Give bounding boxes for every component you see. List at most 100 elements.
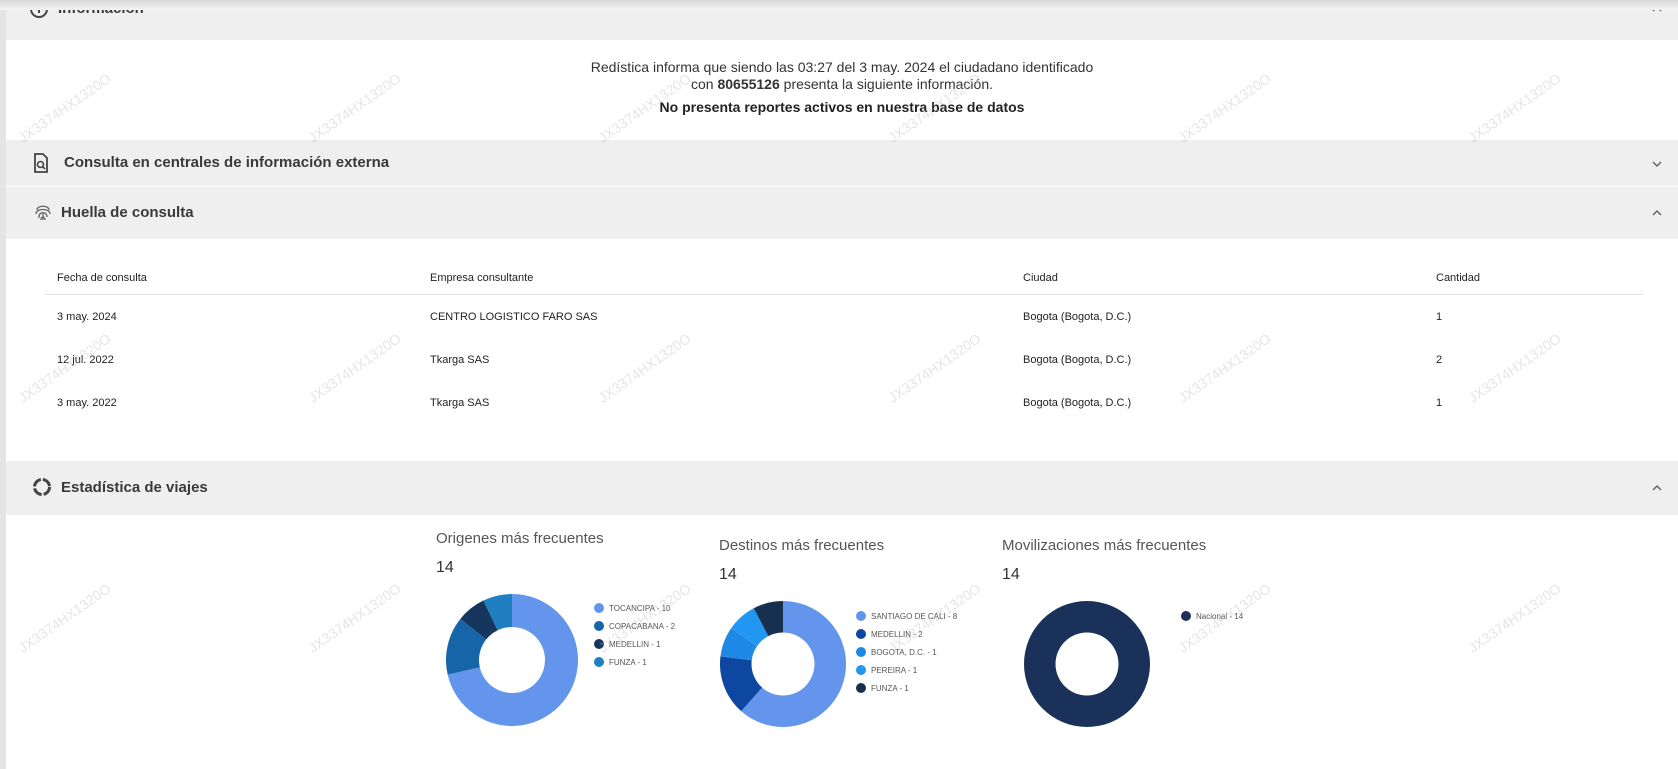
section-header-consulta-externa[interactable]: Consulta en centrales de información ext… [6, 140, 1678, 186]
cell-cantidad: 1 [1436, 396, 1443, 409]
column-header-ciudad: Ciudad [1010, 262, 1423, 295]
legend-swatch [1181, 611, 1191, 621]
cell-empresa: Tkarga SAS [430, 396, 490, 409]
chevron-up-icon[interactable] [1650, 481, 1664, 495]
legend-item[interactable]: COPACABANA - 2 [594, 617, 675, 635]
legend-swatch [594, 639, 604, 649]
legend-item[interactable]: MEDELLIN - 2 [856, 625, 957, 643]
legend-item[interactable]: PEREIRA - 1 [856, 661, 957, 679]
pie-slice [720, 656, 763, 712]
info-line-2-suffix: presenta la siguiente información. [779, 76, 993, 92]
legend-label: FUNZA - 1 [609, 657, 647, 667]
legend-label: MEDELLIN - 1 [609, 639, 661, 649]
chart-origenes: Origenes más frecuentes 14 [436, 530, 604, 577]
legend-label: SANTIAGO DE CALI - 8 [871, 611, 958, 621]
cell-ciudad: Bogota (Bogota, D.C.) [1023, 310, 1132, 323]
table-row: 3 may. 2022 Tkarga SAS Bogota (Bogota, D… [44, 381, 1644, 424]
section-title-huella: Huella de consulta [61, 204, 194, 221]
info-line-2: con 80655126 presenta la siguiente infor… [6, 75, 1678, 93]
chevron-up-icon[interactable] [1650, 206, 1664, 220]
chart-legend: SANTIAGO DE CALI - 8 MEDELLIN - 2 BOGOTA, … [856, 607, 957, 697]
legend-item[interactable]: FUNZA - 1 [594, 653, 675, 671]
cell-fecha: 3 may. 2024 [57, 310, 117, 323]
left-rail [0, 0, 6, 769]
legend-item[interactable]: Nacional - 14 [1181, 607, 1243, 625]
watermark-text: JX3374HX1320O [1465, 580, 1564, 656]
table-header-row: Fecha de consulta Empresa consultante Ci… [44, 262, 1644, 295]
legend-label: Nacional - 14 [1196, 611, 1244, 621]
legend-swatch [856, 665, 866, 675]
legend-item[interactable]: FUNZA - 1 [856, 679, 957, 697]
chart-total: 14 [719, 566, 737, 583]
info-line-1: Redística informa que siendo las 03:27 d… [590, 59, 1094, 75]
pie-slice [446, 618, 487, 675]
legend-label: BOGOTA, D.C. - 1 [871, 647, 937, 657]
cell-fecha: 3 may. 2022 [57, 396, 117, 409]
legend-item[interactable]: BOGOTA, D.C. - 1 [856, 643, 957, 661]
legend-swatch [594, 621, 604, 631]
info-line-2-prefix: con [691, 76, 718, 92]
legend-swatch [856, 629, 866, 639]
column-header-fecha: Fecha de consulta [44, 262, 417, 295]
legend-item[interactable]: TOCANCIPA - 10 [594, 599, 675, 617]
chart-title: Destinos más frecuentes [719, 537, 885, 554]
watermark-text: JX3374HX1320O [305, 580, 404, 656]
cell-empresa: CENTRO LOGISTICO FARO SAS [430, 310, 598, 323]
pie-slice [460, 600, 498, 640]
chart-movilizaciones: Movilizaciones más frecuentes 14 [1002, 537, 1206, 584]
donut-chart-movilizaciones [1024, 601, 1150, 727]
info-body: Redística informa que siendo las 03:27 d… [6, 40, 1678, 140]
cell-cantidad: 1 [1436, 310, 1443, 323]
chevron-down-icon[interactable] [1650, 157, 1664, 171]
legend-label: COPACABANA - 2 [609, 621, 676, 631]
report-status: No presenta reportes activos en nuestra … [659, 99, 1025, 115]
chart-destinos: Destinos más frecuentes 14 [719, 537, 884, 584]
chart-legend: Nacional - 14 [1181, 607, 1243, 625]
section-title-consulta-externa: Consulta en centrales de información ext… [64, 154, 390, 171]
section-header-estadistica[interactable]: Estadística de viajes [6, 461, 1678, 515]
legend-swatch [856, 683, 866, 693]
legend-swatch [594, 657, 604, 667]
column-header-empresa: Empresa consultante [417, 262, 1010, 295]
cell-ciudad: Bogota (Bogota, D.C.) [1023, 396, 1132, 409]
table-row: 3 may. 2024 CENTRO LOGISTICO FARO SAS Bo… [44, 295, 1644, 339]
watermark-text: JX3374HX1320O [15, 580, 114, 656]
cell-ciudad: Bogota (Bogota, D.C.) [1023, 353, 1132, 366]
legend-label: FUNZA - 1 [871, 683, 909, 693]
huella-table: Fecha de consulta Empresa consultante Ci… [44, 262, 1644, 424]
donut-chart-destinos [720, 601, 846, 727]
pie-slice [731, 608, 769, 647]
id-number: 80655126 [717, 76, 780, 92]
pie-slice [720, 628, 758, 661]
legend-swatch [594, 603, 604, 613]
legend-item[interactable]: MEDELLIN - 1 [594, 635, 675, 653]
fingerprint-icon [35, 205, 51, 221]
legend-item[interactable]: SANTIAGO DE CALI - 8 [856, 607, 957, 625]
top-shadow [0, 0, 1678, 10]
column-header-cantidad: Cantidad [1423, 262, 1644, 295]
pie-slice [483, 594, 512, 631]
chart-title: Movilizaciones más frecuentes [1002, 537, 1207, 554]
table-row: 12 jul. 2022 Tkarga SAS Bogota (Bogota, … [44, 338, 1644, 381]
legend-swatch [856, 611, 866, 621]
document-search-icon [34, 153, 48, 173]
legend-label: PEREIRA - 1 [871, 665, 918, 675]
legend-label: MEDELLIN - 2 [871, 629, 923, 639]
chart-title: Origenes más frecuentes [436, 530, 604, 547]
pie-slice [1024, 601, 1150, 727]
chart-legend: TOCANCIPA - 10 COPACABANA - 2 MEDELLIN - 1… [594, 599, 675, 671]
pie-slice [447, 594, 578, 726]
chart-total: 14 [1002, 566, 1020, 583]
section-header-huella[interactable]: Huella de consulta [6, 187, 1678, 239]
donut-chart-origenes [446, 594, 578, 726]
pie-slice [741, 601, 846, 727]
donut-chart-icon [33, 478, 51, 496]
chart-total: 14 [436, 559, 454, 576]
cell-fecha: 12 jul. 2022 [57, 353, 114, 366]
cell-empresa: Tkarga SAS [430, 353, 490, 366]
legend-swatch [856, 647, 866, 657]
section-title-estadistica: Estadística de viajes [61, 479, 208, 496]
legend-label: TOCANCIPA - 10 [609, 603, 671, 613]
cell-cantidad: 2 [1436, 353, 1443, 366]
pie-slice [753, 601, 783, 637]
